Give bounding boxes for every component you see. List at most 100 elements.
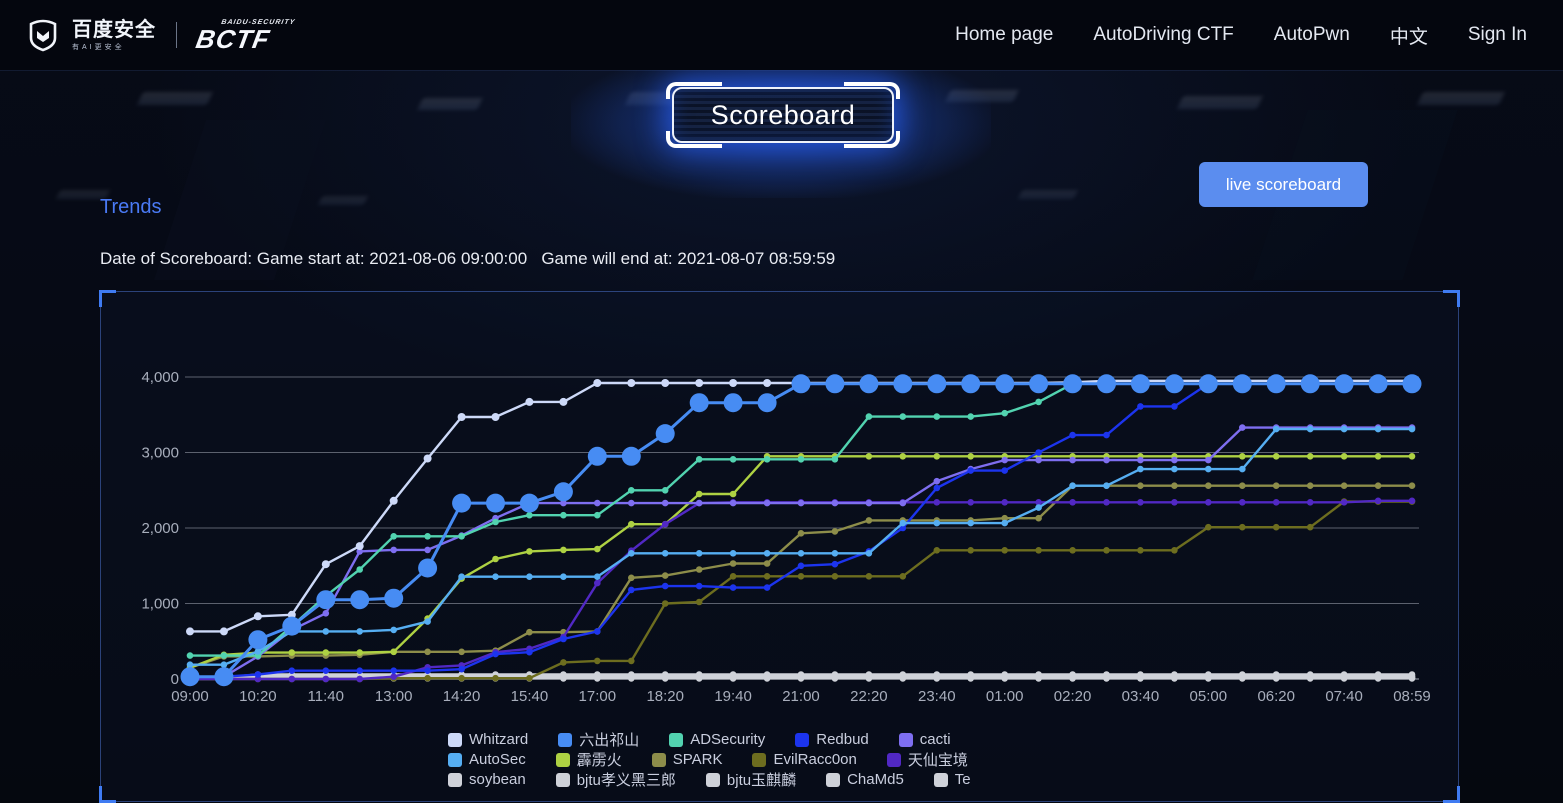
- data-point: [628, 675, 635, 682]
- x-axis-tick-label: 05:00: [1190, 688, 1228, 705]
- data-point: [350, 590, 370, 610]
- data-point: [560, 511, 567, 519]
- data-point: [322, 675, 330, 683]
- data-point: [899, 413, 907, 420]
- data-point: [1137, 465, 1144, 473]
- data-point: [695, 456, 703, 463]
- data-point: [1103, 499, 1110, 506]
- nav-autopwn[interactable]: AutoPwn: [1273, 24, 1350, 45]
- legend-item-Te[interactable]: Te: [933, 771, 971, 788]
- data-point: [458, 665, 465, 673]
- data-point: [763, 456, 771, 463]
- data-point: [1069, 675, 1076, 682]
- data-point: [1171, 403, 1178, 410]
- data-point: [559, 397, 568, 406]
- panel-corner-bracket: [1443, 786, 1460, 803]
- legend-label: Redbud: [816, 731, 869, 748]
- data-point: [1171, 547, 1178, 554]
- data-point: [865, 550, 873, 557]
- data-point: [729, 584, 737, 591]
- data-point: [661, 550, 669, 557]
- panel-corner-bracket: [99, 290, 116, 307]
- legend-item-ChaMd5[interactable]: ChaMd5: [826, 771, 904, 788]
- nav-sign-in[interactable]: Sign In: [1467, 24, 1527, 45]
- data-point: [865, 517, 873, 524]
- data-point: [1001, 467, 1008, 474]
- data-point: [526, 548, 533, 555]
- page-title: Scoreboard: [710, 99, 856, 130]
- legend-item-六出祁山[interactable]: 六出祁山: [558, 729, 639, 750]
- legend-item-bjtu玉麒麟[interactable]: bjtu玉麒麟: [705, 769, 796, 790]
- data-point: [763, 499, 771, 507]
- legend-label: SPARK: [672, 751, 723, 768]
- x-axis-tick-label: 10:20: [239, 688, 277, 705]
- data-point: [757, 393, 777, 413]
- legend-swatch: [669, 732, 684, 747]
- data-point: [560, 659, 567, 666]
- data-point: [1306, 482, 1314, 489]
- data-point: [1035, 547, 1042, 554]
- data-point: [1239, 523, 1246, 531]
- x-axis-tick-label: 18:20: [646, 688, 684, 705]
- legend-swatch: [705, 772, 720, 787]
- legend-item-AutoSec[interactable]: AutoSec: [448, 751, 526, 768]
- data-point: [220, 661, 228, 668]
- nav-language-toggle[interactable]: 中文: [1389, 26, 1428, 48]
- y-axis-tick-label: 1,000: [141, 596, 179, 613]
- data-point: [729, 675, 737, 682]
- data-point: [628, 574, 635, 582]
- data-point: [316, 590, 336, 610]
- data-point: [661, 572, 669, 579]
- legend-item-ADSecurity[interactable]: ADSecurity: [669, 731, 765, 748]
- trends-heading: Trends: [100, 196, 162, 218]
- legend-item-bjtu孝义黑三郎[interactable]: bjtu孝义黑三郎: [555, 769, 676, 790]
- brand[interactable]: 百度安全 有AI更安全 BAIDU-SECURITY BCTF: [26, 18, 296, 54]
- legend-item-EvilRacc0on[interactable]: EvilRacc0on: [752, 751, 857, 768]
- ceiling-light: [1417, 92, 1505, 105]
- data-point: [661, 600, 669, 607]
- data-point: [1069, 499, 1076, 506]
- legend-item-霹雳火[interactable]: 霹雳火: [555, 749, 622, 770]
- data-point: [859, 374, 879, 394]
- data-point: [560, 499, 567, 507]
- data-point: [594, 499, 601, 507]
- data-point: [628, 586, 635, 594]
- data-point: [1306, 523, 1314, 531]
- data-point: [390, 533, 398, 540]
- data-point: [220, 652, 228, 659]
- data-point: [831, 499, 839, 507]
- legend-item-天仙宝境[interactable]: 天仙宝境: [886, 749, 968, 770]
- panel-corner-bracket: [1443, 290, 1460, 307]
- data-point: [1097, 374, 1116, 394]
- data-point: [519, 493, 539, 513]
- legend-item-SPARK[interactable]: SPARK: [651, 751, 723, 768]
- legend-item-soybean[interactable]: soybean: [448, 771, 526, 788]
- x-axis-tick-label: 01:00: [986, 688, 1024, 705]
- data-point: [594, 628, 601, 635]
- data-point: [961, 374, 981, 394]
- data-point: [797, 675, 805, 682]
- data-point: [526, 511, 533, 519]
- data-point: [723, 393, 743, 413]
- data-point: [621, 446, 641, 466]
- data-point: [180, 667, 200, 687]
- data-point: [186, 627, 194, 636]
- legend-item-Redbud[interactable]: Redbud: [795, 731, 869, 748]
- nav-autodriving-ctf[interactable]: AutoDriving CTF: [1093, 24, 1234, 45]
- data-point: [356, 675, 363, 683]
- legend-swatch: [886, 752, 901, 767]
- data-point: [967, 519, 974, 527]
- data-point: [831, 573, 839, 580]
- data-point: [628, 499, 635, 507]
- legend-label: bjtu孝义黑三郎: [576, 772, 676, 789]
- data-point: [186, 661, 194, 668]
- legend-item-Whitzard[interactable]: Whitzard: [448, 731, 528, 748]
- data-point: [1402, 374, 1422, 394]
- panel-corner-bracket: [99, 786, 116, 803]
- score-trends-line-chart[interactable]: 0 1,000 2,000 3,000 4,000 09:00 10:20 11:40 13:0…: [101, 300, 1456, 720]
- data-point: [219, 627, 228, 636]
- legend-item-cacti[interactable]: cacti: [898, 731, 951, 748]
- live-scoreboard-button[interactable]: live scoreboard: [1199, 162, 1368, 207]
- nav-home-page[interactable]: Home page: [955, 24, 1054, 45]
- data-point: [1137, 482, 1144, 489]
